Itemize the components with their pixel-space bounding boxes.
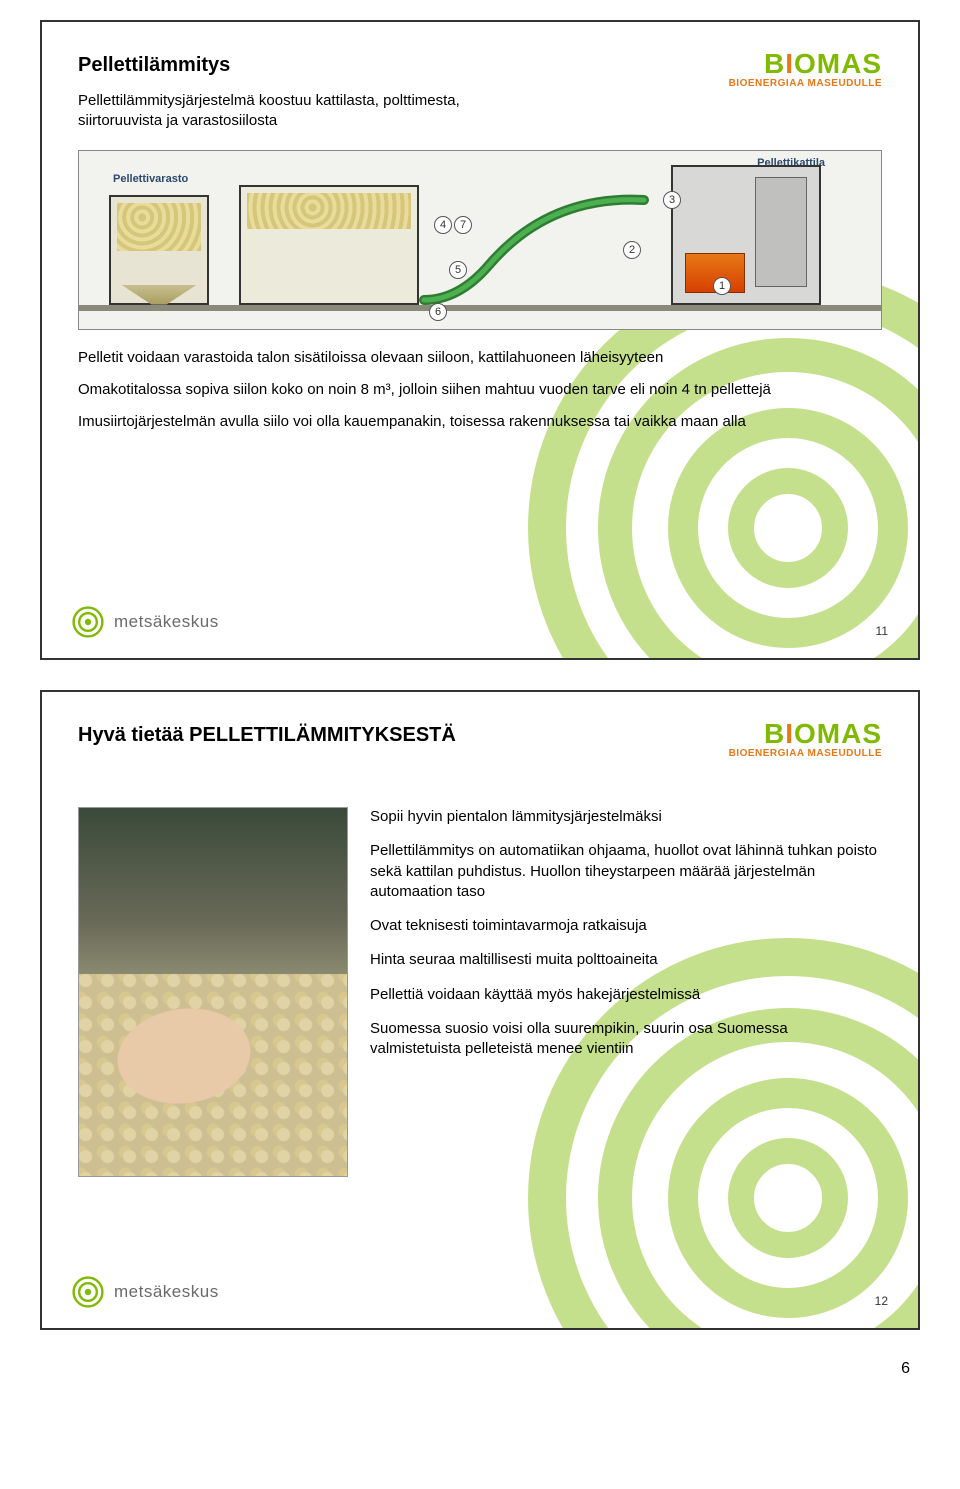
document-pagenum: 6 xyxy=(40,1360,920,1378)
biomas-tagline: BIOENERGIAA MASEUDULLE xyxy=(729,78,882,89)
diagram-marker-2: 2 xyxy=(623,241,641,259)
pellet-photo xyxy=(78,807,348,1177)
diagram-label-storage: Pellettivarasto xyxy=(113,173,188,185)
slide1-p2: Omakotitalossa sopiva siilon koko on noi… xyxy=(78,380,882,400)
diagram-marker-6: 6 xyxy=(429,303,447,321)
slide1-p1: Pelletit voidaan varastoida talon sisäti… xyxy=(78,348,882,368)
diagram-marker-7: 7 xyxy=(454,216,472,234)
footer-brand: metsäkeskus xyxy=(72,606,219,638)
slide2-p3: Ovat teknisesti toimintavarmoja ratkaisu… xyxy=(370,916,882,936)
slide-1: Pellettilämmitys Pellettilämmitysjärjest… xyxy=(40,20,920,660)
slide1-pagenum: 11 xyxy=(876,624,888,638)
slide2-body: Sopii hyvin pientalon lämmitysjärjestelm… xyxy=(370,807,882,1177)
footer-brand-text: metsäkeskus xyxy=(114,612,219,632)
footer-brand-text: metsäkeskus xyxy=(114,1282,219,1302)
diagram-marker-3: 3 xyxy=(663,191,681,209)
slide2-p4: Hinta seuraa maltillisesti muita polttoa… xyxy=(370,950,882,970)
slide2-p1: Sopii hyvin pientalon lämmitysjärjestelm… xyxy=(370,807,882,827)
slide1-title: Pellettilämmitys xyxy=(78,54,508,77)
slide2-pagenum: 12 xyxy=(875,1294,888,1308)
biomas-tagline: BIOENERGIAA MASEUDULLE xyxy=(729,748,882,759)
diagram-marker-4: 4 xyxy=(434,216,452,234)
biomas-logo: BIOMAS BIOENERGIAA MASEUDULLE xyxy=(729,50,882,89)
biomas-logo: BIOMAS BIOENERGIAA MASEUDULLE xyxy=(729,720,882,759)
slide-2: Hyvä tietää PELLETTILÄMMITYKSESTÄ BIOMAS… xyxy=(40,690,920,1330)
metsakeskus-icon xyxy=(72,606,104,638)
footer-brand: metsäkeskus xyxy=(72,1276,219,1308)
transfer-pipe-icon xyxy=(419,185,649,305)
slide2-title: Hyvä tietää PELLETTILÄMMITYKSESTÄ xyxy=(78,724,456,747)
diagram-marker-1: 1 xyxy=(713,277,731,295)
pellet-system-diagram: Pellettivarasto Pellettikattila 3 2 1 4 … xyxy=(78,150,882,330)
diagram-marker-5: 5 xyxy=(449,261,467,279)
slide1-subtitle: Pellettilämmitysjärjestelmä koostuu katt… xyxy=(78,91,508,132)
slide2-p2: Pellettilämmitys on automatiikan ohjaama… xyxy=(370,841,882,902)
slide1-p3: Imusiirtojärjestelmän avulla siilo voi o… xyxy=(78,412,882,432)
metsakeskus-icon xyxy=(72,1276,104,1308)
slide1-body: Pelletit voidaan varastoida talon sisäti… xyxy=(78,348,882,433)
slide2-p6: Suomessa suosio voisi olla suurempikin, … xyxy=(370,1019,882,1060)
slide2-p5: Pellettiä voidaan käyttää myös hakejärje… xyxy=(370,985,882,1005)
